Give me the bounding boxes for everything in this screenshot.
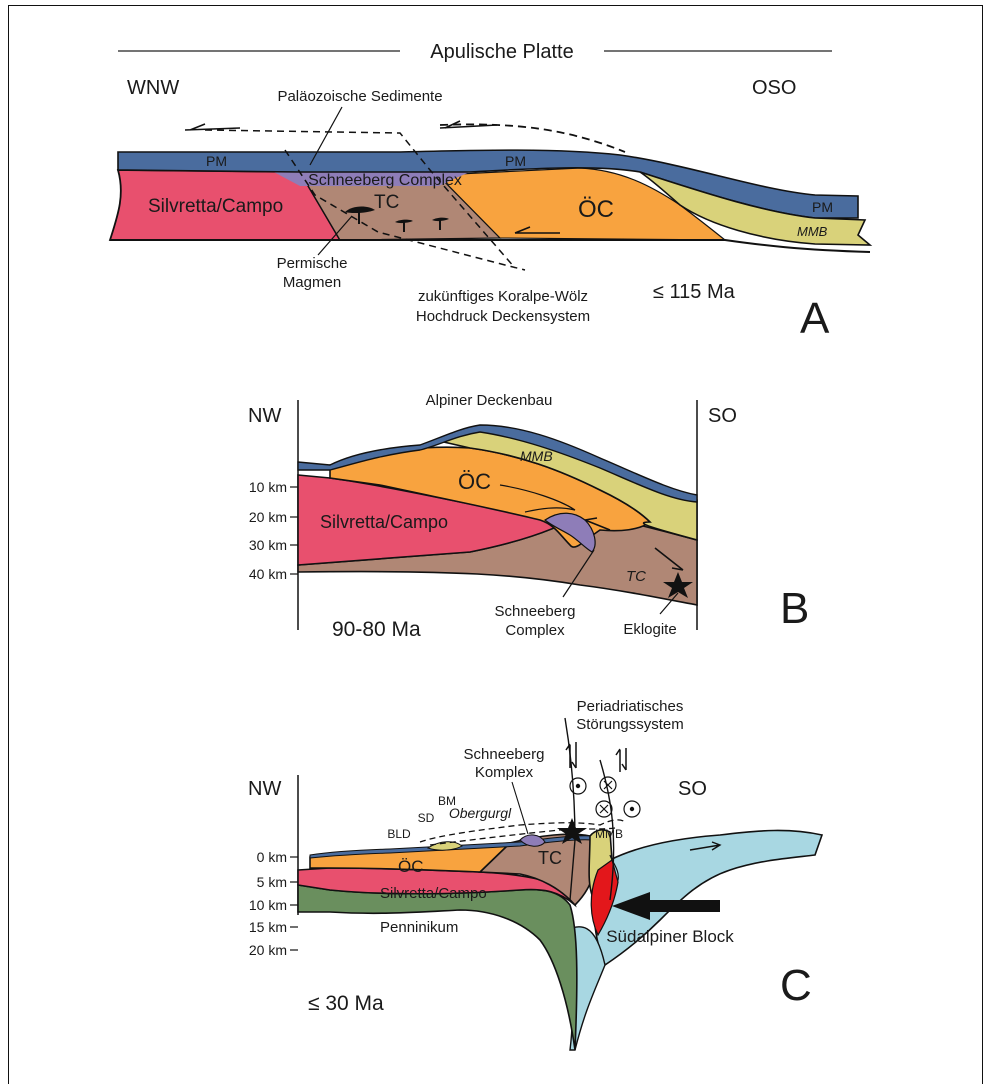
depth-ticks-b bbox=[290, 486, 298, 575]
shear-arrow-1-b bbox=[584, 517, 611, 531]
label-silvretta-c: Silvretta/Campo bbox=[380, 885, 487, 902]
pointer-permian bbox=[317, 215, 353, 256]
shear-arrow-2-b bbox=[654, 547, 684, 571]
depth-15km-c: 15 km bbox=[249, 919, 287, 935]
shear-arrow-left-a bbox=[184, 123, 241, 131]
panel-letter-b: B bbox=[780, 584, 809, 633]
label-suedalpin-c: Südalpiner Block bbox=[606, 927, 734, 946]
label-future-1: zukünftiges Koralpe-Wölz bbox=[418, 288, 588, 305]
label-tc-a: TC bbox=[374, 192, 399, 213]
panel-letter-c: C bbox=[780, 961, 812, 1010]
label-permian-1: Permische bbox=[277, 255, 348, 272]
label-sd-c: SD bbox=[418, 811, 435, 825]
fold-line-b bbox=[499, 484, 576, 513]
base-line-a bbox=[110, 239, 871, 253]
direction-nw-b: NW bbox=[248, 405, 281, 427]
dashed-erosion-c bbox=[419, 819, 626, 843]
depth-ticks-c bbox=[290, 856, 298, 951]
depth-20km-c: 20 km bbox=[249, 942, 287, 958]
label-pm-left-a: PM bbox=[206, 153, 227, 169]
depth-0km-c: 0 km bbox=[257, 849, 287, 865]
label-age-c: ≤ 30 Ma bbox=[308, 992, 384, 1015]
mmb-body-a bbox=[639, 171, 873, 246]
label-schneeberg-a: Schneeberg Complex bbox=[308, 172, 462, 189]
label-eklogite-b: Eklogite bbox=[623, 621, 676, 638]
label-silvretta-a: Silvretta/Campo bbox=[148, 196, 283, 217]
dashed-erosion-2-c bbox=[429, 827, 616, 846]
depth-5km-c: 5 km bbox=[257, 874, 287, 890]
label-penninikum-c: Penninikum bbox=[380, 919, 458, 936]
label-pm-right-a: PM bbox=[812, 199, 833, 215]
direction-so-b: SO bbox=[708, 405, 737, 427]
bm-blob-c bbox=[426, 841, 463, 851]
shear-arrow-base-a bbox=[514, 226, 560, 234]
depth-30km-b: 30 km bbox=[249, 537, 287, 553]
label-age-b: 90-80 Ma bbox=[332, 618, 421, 641]
label-mmb-b: MMB bbox=[520, 448, 553, 464]
pointer-paleozoic bbox=[309, 106, 343, 166]
direction-so-c: SO bbox=[678, 778, 707, 800]
panel-letter-a: A bbox=[800, 294, 830, 343]
schneeberg-small-c bbox=[519, 834, 546, 847]
future-nappe-outline bbox=[204, 129, 526, 271]
label-schneeberg-c-2: Komplex bbox=[475, 764, 534, 781]
label-oc-c: ÖC bbox=[398, 857, 424, 876]
label-periadriatic-1: Periadriatisches bbox=[577, 698, 684, 715]
pointer-eclogite-b bbox=[659, 592, 679, 615]
red-body-c bbox=[590, 859, 619, 937]
panel-a: Apulische Platte WNW OSO bbox=[108, 41, 873, 343]
schneeberg-band-a bbox=[270, 170, 470, 186]
label-mmb-a: MMB bbox=[797, 224, 828, 239]
plate-title: Apulische Platte bbox=[430, 41, 573, 63]
pointer-schneeberg-c bbox=[511, 781, 529, 835]
figure-frame bbox=[8, 5, 983, 1084]
label-schneeberg-b-2: Complex bbox=[505, 622, 565, 639]
suedalpin-push-arrow-icon bbox=[612, 892, 720, 920]
shear-arrow-c bbox=[689, 841, 722, 851]
label-paleozoic-sediments: Paläozoische Sedimente bbox=[277, 88, 442, 105]
label-mmb-c: MMB bbox=[595, 827, 623, 841]
label-future-2: Hochdruck Deckensystem bbox=[416, 308, 590, 325]
direction-nw-c: NW bbox=[248, 778, 281, 800]
title-alpiner-deckenbau: Alpiner Deckenbau bbox=[426, 392, 553, 409]
penninikum-body-c bbox=[297, 884, 578, 1051]
depth-10km-c: 10 km bbox=[249, 897, 287, 913]
label-oc-a: ÖC bbox=[578, 196, 614, 223]
depth-20km-b: 20 km bbox=[249, 509, 287, 525]
label-schneeberg-b-1: Schneeberg bbox=[495, 603, 576, 620]
eclogite-star-icon bbox=[663, 572, 693, 598]
panel-b: Alpiner Deckenbau NW SO 10 km bbox=[248, 392, 809, 641]
eclogite-star-c-icon bbox=[557, 818, 587, 844]
shear-arrow-right-a bbox=[439, 120, 498, 129]
label-bm-c: BM bbox=[438, 794, 456, 808]
pm-cover-a bbox=[117, 149, 859, 219]
depth-10km-b: 10 km bbox=[249, 479, 287, 495]
label-obergurgl-c: Obergurgl bbox=[449, 805, 512, 821]
strike-slip-symbols bbox=[569, 776, 641, 818]
direction-wnw: WNW bbox=[127, 77, 179, 99]
fault-line-2-c bbox=[599, 759, 615, 901]
label-permian-2: Magmen bbox=[283, 274, 341, 291]
permian-magma-blobs bbox=[345, 206, 449, 232]
fault-slip-arrows bbox=[565, 742, 627, 772]
label-age-a: ≤ 115 Ma bbox=[653, 281, 736, 303]
direction-oso: OSO bbox=[752, 77, 796, 99]
label-schneeberg-c-1: Schneeberg bbox=[464, 746, 545, 763]
label-periadriatic-2: Störungssystem bbox=[576, 716, 684, 733]
dashed-thrust-a bbox=[437, 123, 626, 241]
panel-c: NW SO bbox=[248, 698, 824, 1051]
label-tc-b: TC bbox=[626, 568, 646, 585]
label-silvretta-b: Silvretta/Campo bbox=[320, 512, 448, 532]
depth-40km-b: 40 km bbox=[249, 566, 287, 582]
label-bld-c: BLD bbox=[387, 827, 411, 841]
pointer-schneeberg-b bbox=[562, 549, 595, 598]
pm-cover-b bbox=[297, 424, 698, 503]
label-pm-mid-a: PM bbox=[505, 153, 526, 169]
label-oc-b: ÖC bbox=[458, 469, 491, 494]
label-tc-c: TC bbox=[538, 848, 562, 868]
